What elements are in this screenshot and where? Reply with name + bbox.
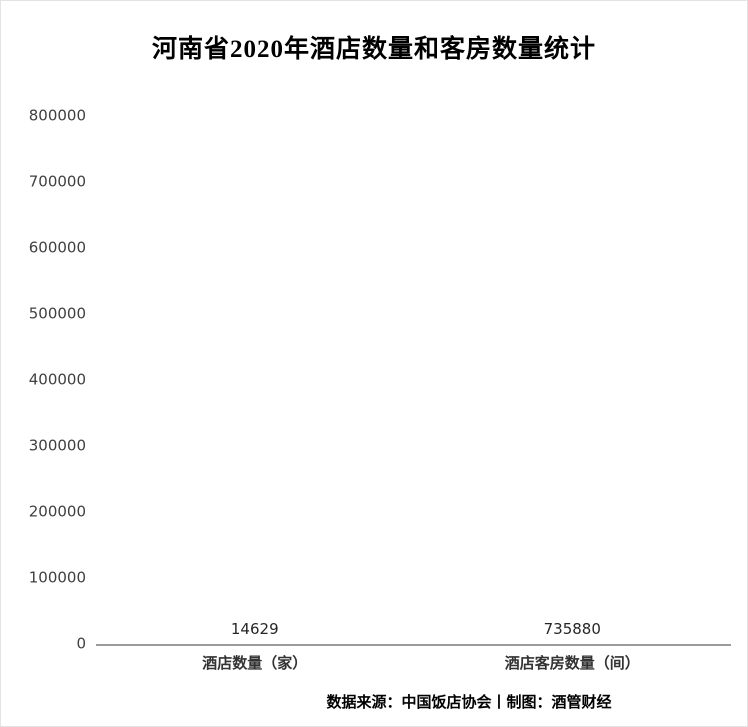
y-tick-label: 100000: [28, 568, 86, 587]
y-tick-label: 600000: [28, 238, 86, 257]
x-category-label-hotels: 酒店数量（家）: [202, 656, 308, 672]
bar-value-label-rooms: 735880: [543, 620, 601, 638]
bar-group-rooms: 735880: [524, 622, 620, 644]
chart-title: 河南省2020年酒店数量和客房数量统计: [151, 36, 596, 63]
y-tick-label: 500000: [28, 304, 86, 323]
source-note: 数据来源：中国饭店协会丨制图：酒管财经: [326, 695, 612, 711]
plot-area: 14629 735880: [96, 116, 731, 646]
x-axis-labels: 酒店数量（家） 酒店客房数量（间）: [96, 652, 731, 674]
y-tick-label: 700000: [28, 172, 86, 191]
y-tick-label: 400000: [28, 370, 86, 389]
bar-group-hotels: 14629: [207, 622, 303, 644]
y-tick-label: 300000: [28, 436, 86, 455]
x-category-label-rooms: 酒店客房数量（间）: [504, 656, 640, 672]
y-tick-label: 200000: [28, 502, 86, 521]
y-tick-label: 800000: [28, 106, 86, 125]
bar-value-label-hotels: 14629: [230, 620, 279, 638]
y-tick-label: 0: [76, 634, 86, 653]
y-axis: 0 100000 200000 300000 400000 500000 600000 700…: [1, 108, 86, 651]
